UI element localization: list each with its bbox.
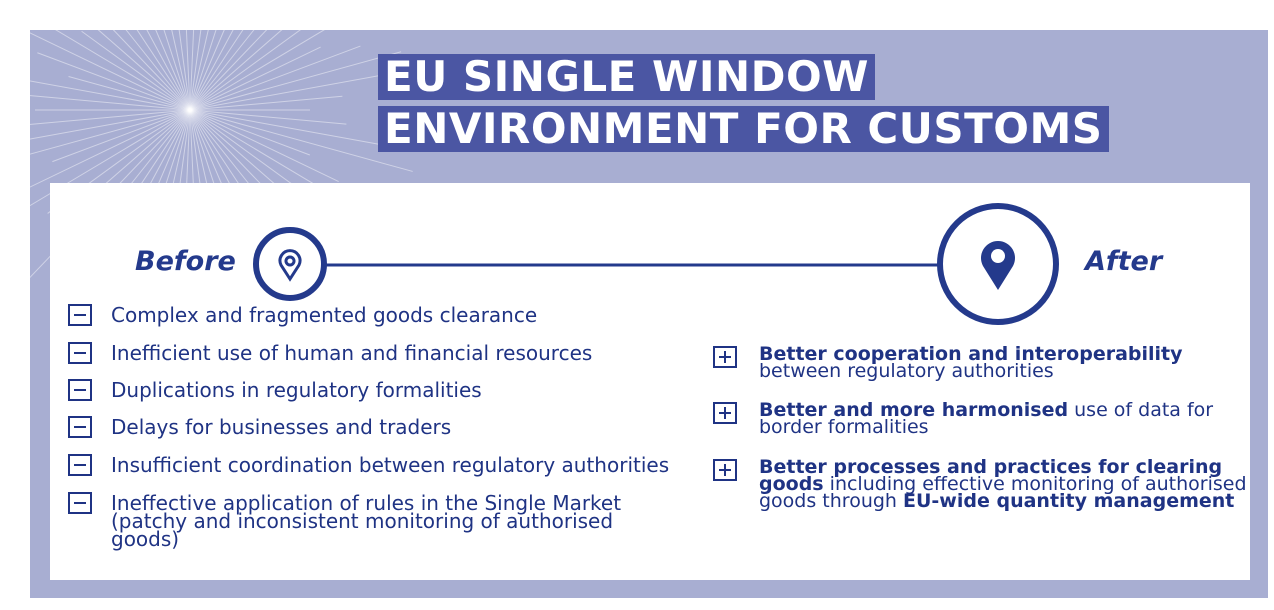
ray bbox=[12, 109, 191, 160]
before-label: Before bbox=[135, 246, 236, 277]
ray bbox=[9, 22, 191, 111]
ray bbox=[189, 109, 413, 172]
ray bbox=[189, 10, 286, 111]
ray bbox=[6, 109, 191, 220]
before-item: Ineffective application of rules in the … bbox=[68, 491, 658, 551]
minus-icon bbox=[68, 492, 92, 514]
ray bbox=[0, 109, 191, 128]
before-item: Duplications in regulatory formalities bbox=[68, 378, 708, 402]
after-item: Better cooperation and interoperability … bbox=[713, 343, 1248, 382]
ray bbox=[0, 109, 191, 145]
ray bbox=[101, 0, 191, 111]
text-part: including effective monitoring of author… bbox=[759, 473, 1247, 512]
ray bbox=[37, 52, 191, 111]
after-pin-hole bbox=[991, 249, 1005, 263]
before-item: Delays for businesses and traders bbox=[68, 415, 708, 439]
ray bbox=[4, 0, 191, 111]
text-part: Better processes and practices for clear… bbox=[759, 456, 1223, 495]
ray bbox=[84, 0, 191, 111]
ray bbox=[189, 109, 381, 146]
ray bbox=[189, 46, 321, 111]
minus-icon bbox=[68, 304, 92, 326]
ray bbox=[68, 75, 191, 111]
item-text: Complex and fragmented goods clearance bbox=[111, 303, 538, 327]
ray bbox=[189, 0, 343, 111]
ray bbox=[153, 0, 191, 111]
ray bbox=[189, 109, 311, 156]
item-text: Better and more harmonised use of data f… bbox=[759, 399, 1248, 438]
plus-icon bbox=[713, 402, 737, 424]
ray bbox=[189, 109, 339, 183]
ray bbox=[164, 0, 191, 111]
plus-icon bbox=[713, 459, 737, 481]
item-text: Inefficient use of human and financial r… bbox=[111, 341, 593, 365]
before-item: Complex and fragmented goods clearance bbox=[68, 303, 708, 327]
ray bbox=[0, 75, 191, 111]
ray bbox=[142, 0, 191, 111]
ray bbox=[130, 0, 191, 111]
ray bbox=[189, 0, 227, 111]
ray bbox=[81, 30, 191, 111]
item-text: Delays for businesses and traders bbox=[111, 415, 452, 439]
minus-icon bbox=[68, 416, 92, 438]
text-part: Better cooperation and interoperability bbox=[759, 343, 1183, 365]
ray bbox=[189, 0, 376, 111]
ray bbox=[189, 51, 402, 111]
item-text: Better processes and practices for clear… bbox=[759, 456, 1248, 512]
before-item: Insufficient coordination between regula… bbox=[68, 453, 708, 477]
minus-icon bbox=[68, 454, 92, 476]
ray bbox=[52, 109, 191, 163]
text-part: Better and more harmonised bbox=[759, 399, 1069, 421]
item-text: Insufficient coordination between regula… bbox=[111, 453, 670, 477]
minus-icon bbox=[68, 342, 92, 364]
ray bbox=[189, 45, 361, 111]
ray bbox=[174, 0, 191, 111]
title-line: ENVIRONMENT FOR CUSTOMS bbox=[378, 106, 1109, 152]
minus-icon bbox=[68, 379, 92, 401]
ray bbox=[189, 0, 196, 111]
ray bbox=[189, 0, 264, 111]
before-item: Inefficient use of human and financial r… bbox=[68, 341, 708, 365]
ray bbox=[116, 0, 191, 111]
ray bbox=[0, 109, 191, 203]
after-item: Better and more harmonised use of data f… bbox=[713, 399, 1248, 438]
title-line: EU SINGLE WINDOW bbox=[378, 54, 875, 100]
item-text: Duplications in regulatory formalities bbox=[111, 378, 482, 402]
after-item: Better processes and practices for clear… bbox=[713, 456, 1248, 512]
ray bbox=[189, 0, 317, 111]
after-label: After bbox=[1085, 246, 1163, 277]
ray bbox=[189, 95, 343, 111]
ray bbox=[189, 0, 216, 111]
item-text: Better cooperation and interoperability … bbox=[759, 343, 1248, 382]
ray bbox=[0, 92, 191, 111]
after-pin bbox=[981, 240, 1015, 290]
ray bbox=[189, 109, 347, 125]
text-part: EU-wide quantity management bbox=[903, 490, 1235, 512]
before-pin bbox=[278, 249, 302, 282]
ray bbox=[189, 0, 238, 111]
plus-icon bbox=[713, 346, 737, 368]
ray bbox=[189, 0, 250, 111]
ray bbox=[189, 0, 206, 111]
ray bbox=[189, 0, 279, 111]
ray bbox=[184, 0, 191, 111]
ray bbox=[63, 0, 191, 111]
item-text: Ineffective application of rules in the … bbox=[111, 491, 622, 551]
text-part: between regulatory authorities bbox=[759, 360, 1054, 382]
text-part: use of data for border formalities bbox=[759, 399, 1214, 438]
